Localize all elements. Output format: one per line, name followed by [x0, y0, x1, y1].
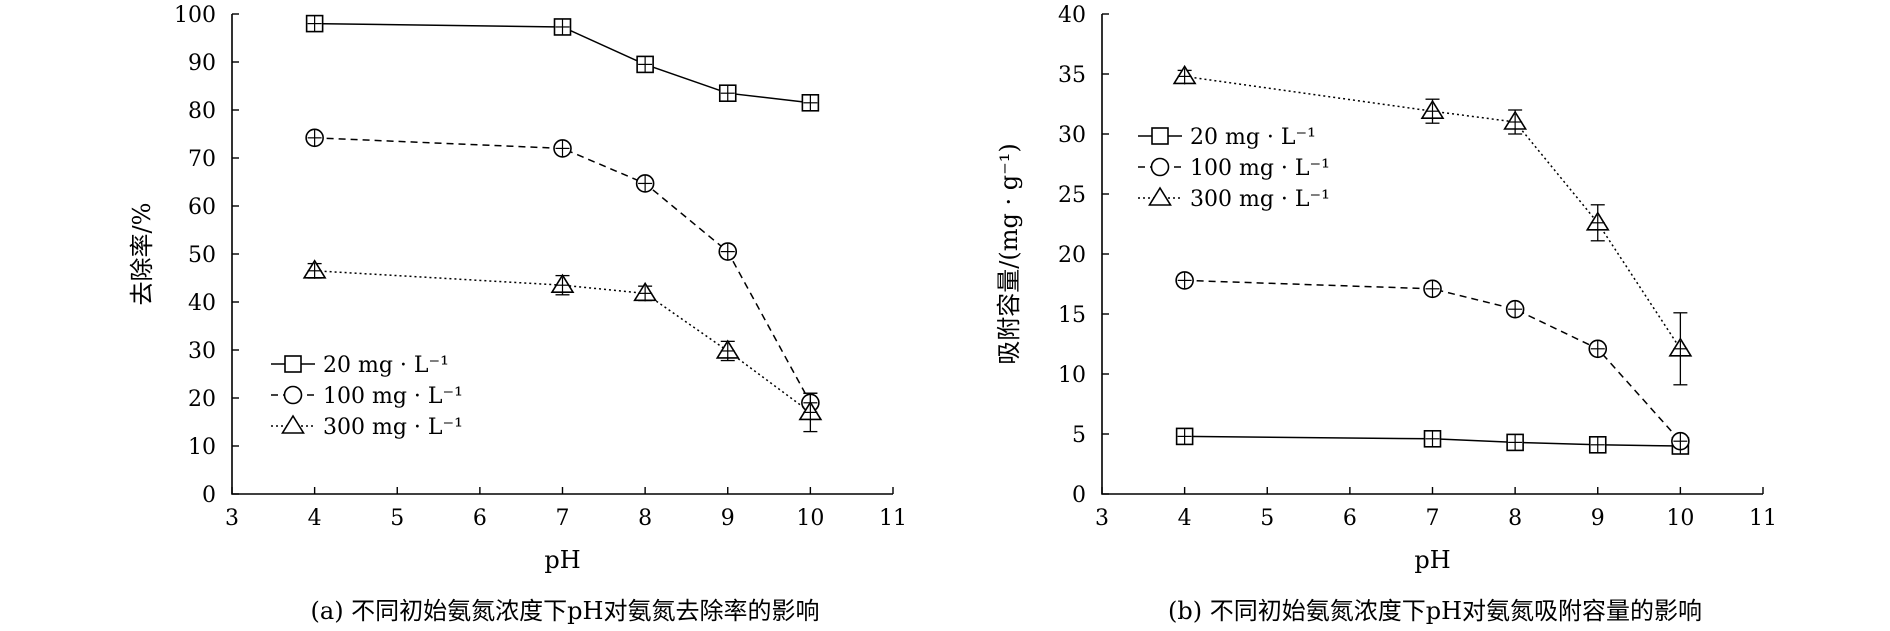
series-3 [1172, 64, 1693, 386]
y-tick-label: 30 [1058, 123, 1086, 148]
legend-marker [1150, 157, 1170, 177]
legend-label: 20 mg · L⁻¹ [323, 353, 449, 378]
x-tick-label: 6 [473, 506, 487, 531]
y-tick-label: 20 [1058, 243, 1086, 268]
x-tick-label: 6 [1343, 506, 1357, 531]
x-tick-label: 9 [1591, 506, 1605, 531]
legend-label: 300 mg · L⁻¹ [323, 415, 463, 440]
triangle-marker [1148, 186, 1172, 206]
y-tick-label: 15 [1058, 303, 1086, 328]
x-tick-label: 4 [308, 506, 322, 531]
legend-marker [281, 414, 305, 434]
chart-b: 3 4 5 6 7 8 9 10 11 0 5 10 15 20 25 30 35 40 pH 吸附容量/(mg · … [995, 3, 1777, 625]
triangle-marker [281, 414, 305, 434]
y-tick-label: 40 [188, 291, 216, 316]
x-tick-label: 10 [796, 506, 824, 531]
x-tick-label: 3 [1095, 506, 1109, 531]
x-axis-title: pH [1414, 546, 1450, 574]
x-tick-label: 7 [1426, 506, 1440, 531]
x-tick-label: 4 [1178, 506, 1192, 531]
legend-marker [1151, 127, 1169, 145]
y-tick-label: 25 [1058, 183, 1086, 208]
x-axis-title: pH [544, 546, 580, 574]
legend-entry-1: 20 mg · L⁻¹ [271, 353, 449, 378]
legend-label: 100 mg · L⁻¹ [1190, 156, 1330, 181]
y-tick-label: 20 [188, 387, 216, 412]
legend-label: 100 mg · L⁻¹ [323, 384, 463, 409]
x-tick-label: 5 [390, 506, 404, 531]
y-tick-label: 90 [188, 51, 216, 76]
series-line [1184, 279, 1681, 442]
square-marker [1151, 127, 1169, 145]
x-tick-label: 11 [1749, 506, 1777, 531]
series-2 [1175, 271, 1690, 451]
y-tick-label: 0 [202, 483, 216, 508]
chart-caption: (b) 不同初始氨氮浓度下pH对氨氮吸附容量的影响 [1168, 597, 1702, 625]
y-axis-title: 去除率/% [128, 203, 156, 306]
y-axis-title: 吸附容量/(mg · g⁻¹) [995, 143, 1023, 364]
legend-entry-2: 100 mg · L⁻¹ [271, 384, 463, 409]
legend-entry-3: 300 mg · L⁻¹ [1138, 186, 1330, 212]
axis-lines [1101, 14, 1763, 495]
legend-entry-3: 300 mg · L⁻¹ [271, 414, 463, 440]
y-tick-label: 60 [188, 195, 216, 220]
x-tick-label: 5 [1260, 506, 1274, 531]
legend-marker [284, 355, 302, 373]
circle-marker [283, 385, 303, 405]
y-tick-label: 30 [188, 339, 216, 364]
y-tick-label: 50 [188, 243, 216, 268]
x-tick-label: 9 [721, 506, 735, 531]
legend-label: 300 mg · L⁻¹ [1190, 187, 1330, 212]
circle-marker [1150, 157, 1170, 177]
series-3 [302, 259, 823, 433]
y-tick-label: 80 [188, 99, 216, 124]
legend-label: 20 mg · L⁻¹ [1190, 125, 1316, 150]
legend-marker [1148, 186, 1172, 206]
x-tick-label: 8 [1508, 506, 1522, 531]
legend-entry-2: 100 mg · L⁻¹ [1138, 156, 1330, 181]
y-tick-label: 100 [174, 3, 216, 28]
x-tick-label: 8 [638, 506, 652, 531]
x-tick-label: 3 [225, 506, 239, 531]
series-1 [1175, 427, 1690, 455]
series-2 [305, 128, 820, 414]
x-tick-label: 10 [1666, 506, 1694, 531]
y-tick-label: 0 [1072, 483, 1086, 508]
y-tick-label: 35 [1058, 63, 1086, 88]
y-tick-label: 40 [1058, 3, 1086, 28]
series-1 [305, 14, 820, 112]
square-marker [284, 355, 302, 373]
x-tick-label: 7 [556, 506, 570, 531]
y-tick-label: 5 [1072, 423, 1086, 448]
x-tick-label: 11 [879, 506, 907, 531]
y-tick-label: 10 [1058, 363, 1086, 388]
y-tick-label: 10 [188, 435, 216, 460]
chart-caption: (a) 不同初始氨氮浓度下pH对氨氮去除率的影响 [311, 597, 820, 625]
chart-a: 3 4 5 6 7 8 9 10 11 0 10 20 30 40 50 60 70 80 90 100 pH 去除率/%… [128, 3, 907, 625]
series-line [1184, 75, 1682, 350]
legend-marker [283, 385, 303, 405]
legend-entry-1: 20 mg · L⁻¹ [1138, 125, 1316, 150]
y-tick-label: 70 [188, 147, 216, 172]
